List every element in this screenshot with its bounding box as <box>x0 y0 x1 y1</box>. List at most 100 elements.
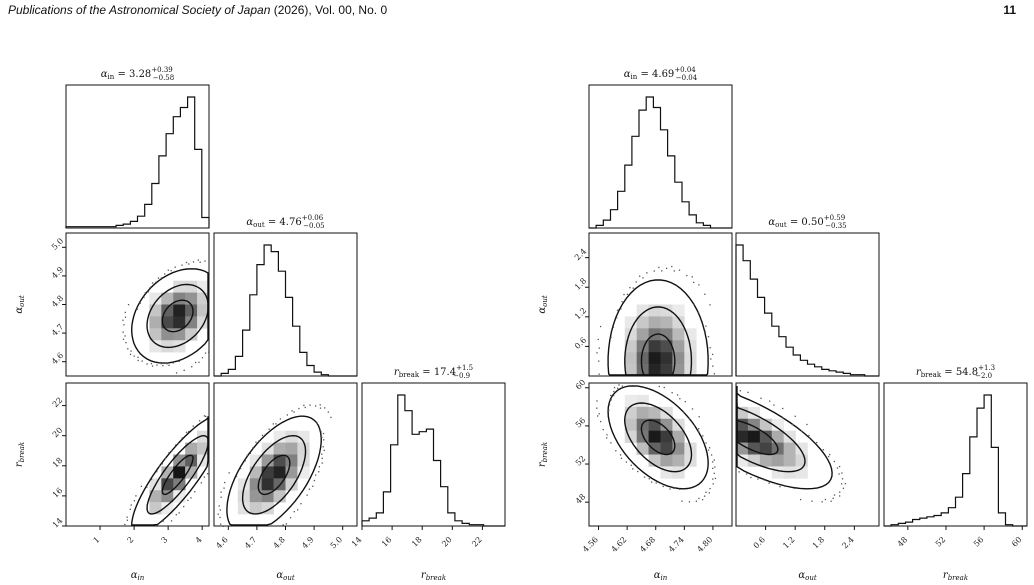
sample-point <box>289 517 292 519</box>
density-cell <box>273 466 286 479</box>
panel-frame <box>588 382 733 527</box>
sample-point <box>147 291 149 293</box>
sample-point <box>658 385 660 388</box>
x-tick-label: 4.68 <box>638 535 657 554</box>
sample-point <box>141 360 143 362</box>
density-cell <box>149 490 162 503</box>
sample-point <box>597 338 599 341</box>
sample-point <box>181 264 183 266</box>
panel-title: αin = 4.69+0.04 −0.04 <box>624 66 698 82</box>
panel-frame <box>735 382 880 527</box>
sample-point <box>286 414 289 416</box>
histogram-step <box>214 244 357 377</box>
density-cell <box>249 502 262 515</box>
contour-level-3 <box>226 415 322 526</box>
panel-2-1: 0.6 1.2 1.8 2.4 <box>735 382 880 550</box>
sample-point <box>300 503 302 505</box>
sample-point <box>610 399 612 401</box>
sample-point <box>712 483 714 485</box>
sample-point <box>782 417 784 419</box>
sample-point <box>806 423 808 426</box>
sample-point <box>126 519 129 521</box>
density-cell <box>197 280 210 293</box>
y-axis-label: rbreak <box>14 442 26 467</box>
x-tick-label: 20 <box>440 535 454 549</box>
density-cell <box>161 340 174 353</box>
sample-point <box>658 266 660 269</box>
density-cell <box>648 316 661 329</box>
density-cell <box>197 304 210 317</box>
contour-level-3 <box>607 385 709 490</box>
sample-point <box>160 277 163 279</box>
y-tick-label: 0.6 <box>573 336 588 351</box>
sample-point <box>192 261 195 263</box>
sample-point <box>219 523 222 525</box>
sample-point <box>688 501 691 503</box>
sample-point <box>599 420 602 423</box>
sample-point <box>672 487 675 489</box>
panel-1-0: 4.6 4.7 4.8 4.9 5.0 <box>50 232 210 377</box>
sample-point <box>811 500 813 502</box>
sample-point <box>156 364 158 366</box>
sample-point <box>162 520 164 522</box>
sample-point <box>133 500 136 502</box>
sample-point <box>709 347 711 349</box>
density-cell <box>648 364 661 377</box>
sample-point <box>194 491 196 493</box>
y-tick-label: 18 <box>51 456 65 470</box>
x-tick-label: 3 <box>160 535 170 545</box>
sample-point <box>124 316 127 318</box>
density-cell <box>249 490 262 503</box>
sample-point <box>613 386 616 389</box>
sample-point <box>315 474 317 476</box>
sample-point <box>794 487 796 489</box>
sample-point <box>679 398 681 400</box>
density-cell <box>249 478 262 491</box>
sample-point <box>313 479 316 482</box>
sample-point <box>659 482 662 485</box>
sample-point <box>844 482 847 485</box>
density-cell <box>648 340 661 353</box>
sample-point <box>774 482 776 485</box>
sample-point <box>330 416 332 419</box>
sample-point <box>319 407 322 409</box>
panel-frame <box>65 84 210 229</box>
sample-point <box>763 479 765 481</box>
sample-point <box>701 499 704 501</box>
density-cell <box>185 328 198 341</box>
sample-point <box>842 487 845 489</box>
panel-frame <box>883 382 1028 527</box>
sample-point <box>124 335 126 337</box>
sample-point <box>714 477 717 480</box>
sample-point <box>705 442 707 444</box>
page-number: 11 <box>1003 3 1016 17</box>
sample-point <box>782 407 784 410</box>
sample-point <box>620 308 622 310</box>
sample-point <box>599 325 602 328</box>
panel-1-0: 0.6 1.2 1.8 2.4 <box>573 232 733 377</box>
sample-point <box>703 495 706 497</box>
sample-point <box>170 270 172 272</box>
y-axis-label: αout <box>537 295 549 313</box>
sample-point <box>639 275 641 277</box>
x-axis-label: αin <box>654 570 668 582</box>
sample-point <box>681 500 683 502</box>
y-tick-label: 16 <box>51 486 65 500</box>
density-cell <box>636 304 649 317</box>
contour-level-3 <box>130 268 209 364</box>
density-cell <box>149 328 162 341</box>
density-cell <box>273 442 286 455</box>
panel-2-0: 1 2 3 4 14 16 18 20 22 <box>51 382 210 545</box>
density-cell <box>173 490 186 503</box>
sample-point <box>122 338 125 340</box>
sample-point <box>598 360 600 362</box>
sample-point <box>199 420 201 422</box>
sample-point <box>172 362 174 364</box>
panel-2-2: rbreak = 17.4+1.5 −0.9 14 16 18 20 22 <box>350 364 506 549</box>
sample-point <box>616 309 619 311</box>
sample-point <box>125 341 127 344</box>
sample-point <box>596 407 598 409</box>
sample-point <box>312 485 314 487</box>
sample-point <box>275 423 277 425</box>
density-cell <box>185 280 198 293</box>
